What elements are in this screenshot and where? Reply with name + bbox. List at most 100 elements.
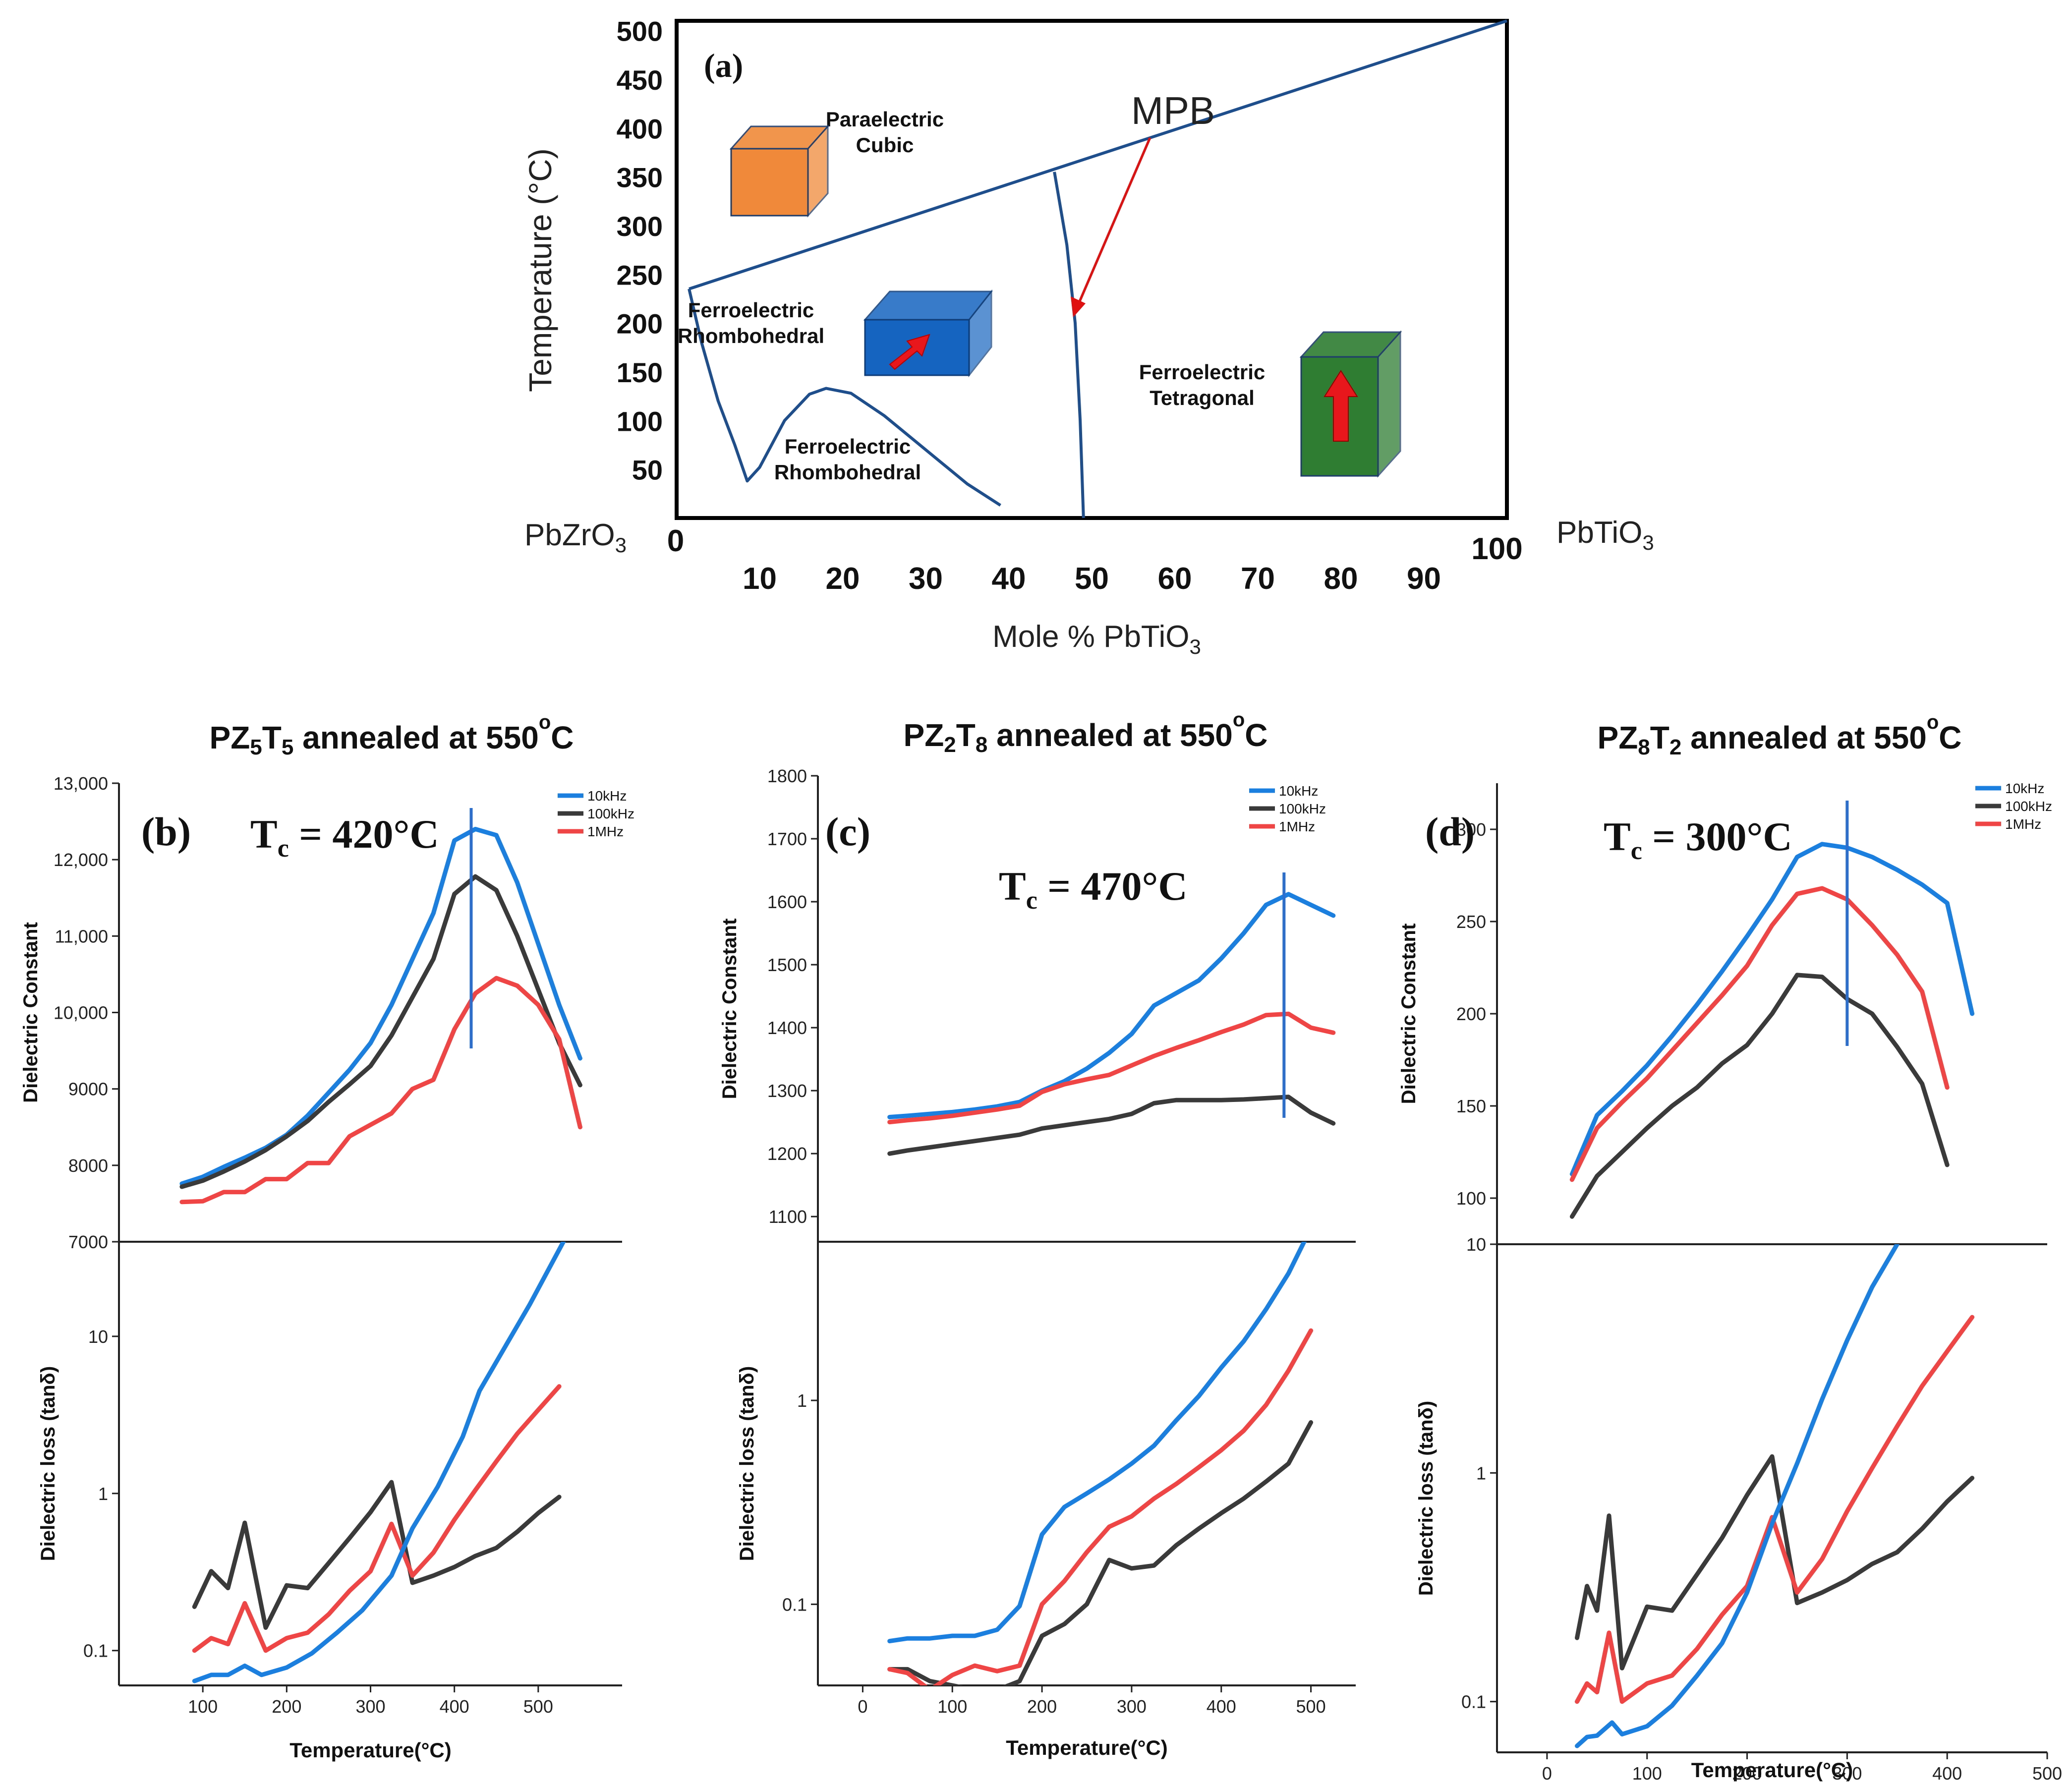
y-tick-label: 500 — [617, 16, 663, 47]
x-tick-label: 70 — [1241, 562, 1275, 596]
x-tick-label: 300 — [355, 1696, 385, 1717]
x-tick-label: 200 — [272, 1696, 301, 1717]
y-tick-label: 0.1 — [83, 1641, 108, 1661]
loss-series-line-10kHz — [887, 1242, 1307, 1644]
y-axis-title: Dielectric loss (tanδ) — [37, 1366, 59, 1561]
y-tick-label: 450 — [617, 64, 663, 96]
text-span: = 300°C — [1642, 814, 1792, 859]
text-span: T — [999, 864, 1026, 909]
y-tick-label: 1800 — [767, 766, 807, 786]
y-tick-label: 9000 — [68, 1079, 108, 1099]
x-axis-title: Temperature(°C) — [1691, 1758, 1853, 1782]
legend: 10kHz 100kHz 1MHz — [1249, 783, 1326, 834]
text-span: Ferroelectric — [785, 435, 911, 458]
text-span: Rhombohedral — [678, 324, 824, 347]
x-tick-label: 100 — [937, 1696, 967, 1717]
dielectric-panel-d: PZ8T2 annealed at 550oC100150200250300Di… — [1398, 711, 2062, 1784]
legend-label: 1MHz — [587, 824, 624, 839]
text-span: 3 — [615, 533, 627, 557]
y-tick-label: 1300 — [767, 1081, 807, 1101]
text-span: 2 — [944, 733, 956, 757]
mpb-boundary-line — [1053, 172, 1085, 519]
loss-series-line-1MHz — [887, 1328, 1314, 1685]
text-span: o — [1927, 711, 1939, 733]
loss-series-line-100kHz — [192, 1480, 562, 1630]
polarization-arrow — [889, 334, 930, 370]
x-tick-label: 20 — [826, 562, 860, 596]
dielectric-panel-c: PZ2T8 annealed at 550oC11001200130014001… — [719, 709, 1356, 1759]
series-line-10kHz — [179, 827, 582, 1186]
legend-label: 1MHz — [1279, 819, 1315, 834]
series-line-100kHz — [887, 1095, 1336, 1156]
y-tick-label: 1 — [1476, 1463, 1486, 1483]
x-tick-label: 400 — [440, 1696, 469, 1717]
legend-label: 10kHz — [1279, 783, 1318, 799]
y-tick-label: 11,000 — [55, 926, 108, 946]
legend-label: 1MHz — [2005, 816, 2041, 832]
series-line-1MHz — [179, 976, 582, 1205]
loss-series-line-1MHz — [192, 1384, 562, 1653]
x-tick-label: 0 — [1542, 1763, 1552, 1784]
x-tick-label: 200 — [1027, 1696, 1057, 1717]
legend-label: 100kHz — [587, 806, 634, 821]
text-span: 5 — [282, 735, 293, 759]
y-tick-label: 1500 — [767, 955, 807, 975]
y-tick-label: 8000 — [68, 1155, 108, 1176]
x-axis-title: Temperature(°C) — [289, 1738, 451, 1762]
loss-series-line-1MHz — [1575, 1315, 1975, 1704]
x-tick-label: 40 — [992, 562, 1026, 596]
mpb-arrow-line — [1077, 137, 1151, 305]
y-tick-label: 200 — [617, 308, 663, 340]
text-span: C — [551, 720, 574, 755]
curie-temperature-label: Tc = 420°C — [250, 811, 439, 863]
x-tick-label: 60 — [1158, 562, 1192, 596]
y-tick-label: 0.1 — [782, 1594, 807, 1615]
x-tick-label: 400 — [1932, 1763, 1962, 1784]
rhombohedral-boundary-line — [688, 289, 1001, 507]
y-tick-label: 13,000 — [54, 773, 108, 794]
x-tick-label: 100 — [1632, 1763, 1662, 1784]
y-tick-label: 10 — [1466, 1234, 1486, 1255]
curie-line — [689, 19, 1507, 290]
y-tick-label: 150 — [617, 357, 663, 388]
text-span: C — [1939, 720, 1961, 755]
y-tick-label: 10,000 — [54, 1003, 108, 1023]
text-span: annealed at 550 — [293, 720, 538, 755]
y-tick-label: 1 — [98, 1484, 108, 1504]
text-span: PbZrO — [524, 518, 615, 552]
text-span: = 470°C — [1037, 864, 1188, 909]
x-axis-title: Temperature(°C) — [1006, 1736, 1167, 1759]
mpb-annotation: MPB — [1131, 89, 1215, 132]
text-span: annealed at 550 — [987, 717, 1232, 753]
y-axis-title: Dielectric Constant — [719, 919, 741, 1099]
x-tick-label: 0 — [858, 1696, 867, 1717]
text-span: Ferroelectric — [1139, 360, 1265, 384]
text-span: T — [1604, 814, 1631, 859]
y-tick-label: 150 — [1456, 1096, 1486, 1116]
x-tick-label: 100 — [188, 1696, 218, 1717]
series-line-100kHz — [1569, 973, 1950, 1219]
x-tick-label: 0 — [667, 524, 684, 558]
composition-end-label: PbZrO3 — [524, 518, 627, 557]
x-tick-label: 500 — [2032, 1763, 2062, 1784]
panel-title: PZ5T5 annealed at 550oC — [210, 711, 574, 759]
legend-label: 10kHz — [587, 788, 627, 804]
text-span: c — [278, 834, 289, 863]
loss-series-line-10kHz — [192, 1242, 566, 1683]
y-tick-label: 100 — [617, 405, 663, 437]
text-span: annealed at 550 — [1681, 720, 1926, 755]
text-span: Rhombohedral — [774, 461, 921, 484]
text-span: PZ — [210, 720, 250, 755]
text-span: 8 — [976, 733, 987, 757]
x-tick-label: 200 — [1732, 1763, 1762, 1784]
cube-front-face — [730, 148, 809, 217]
y-tick-label: 100 — [1456, 1188, 1486, 1209]
y-tick-label: 7000 — [68, 1232, 108, 1252]
x-tick-label: 500 — [523, 1696, 553, 1717]
x-tick-label: 300 — [1117, 1696, 1147, 1717]
phase-label: Ferroelectric Tetragonal — [1139, 360, 1265, 409]
y-tick-label: 1100 — [769, 1207, 807, 1227]
x-tick-label: 400 — [1207, 1696, 1236, 1717]
phase-label: Ferroelectric Rhombohedral — [774, 435, 921, 484]
